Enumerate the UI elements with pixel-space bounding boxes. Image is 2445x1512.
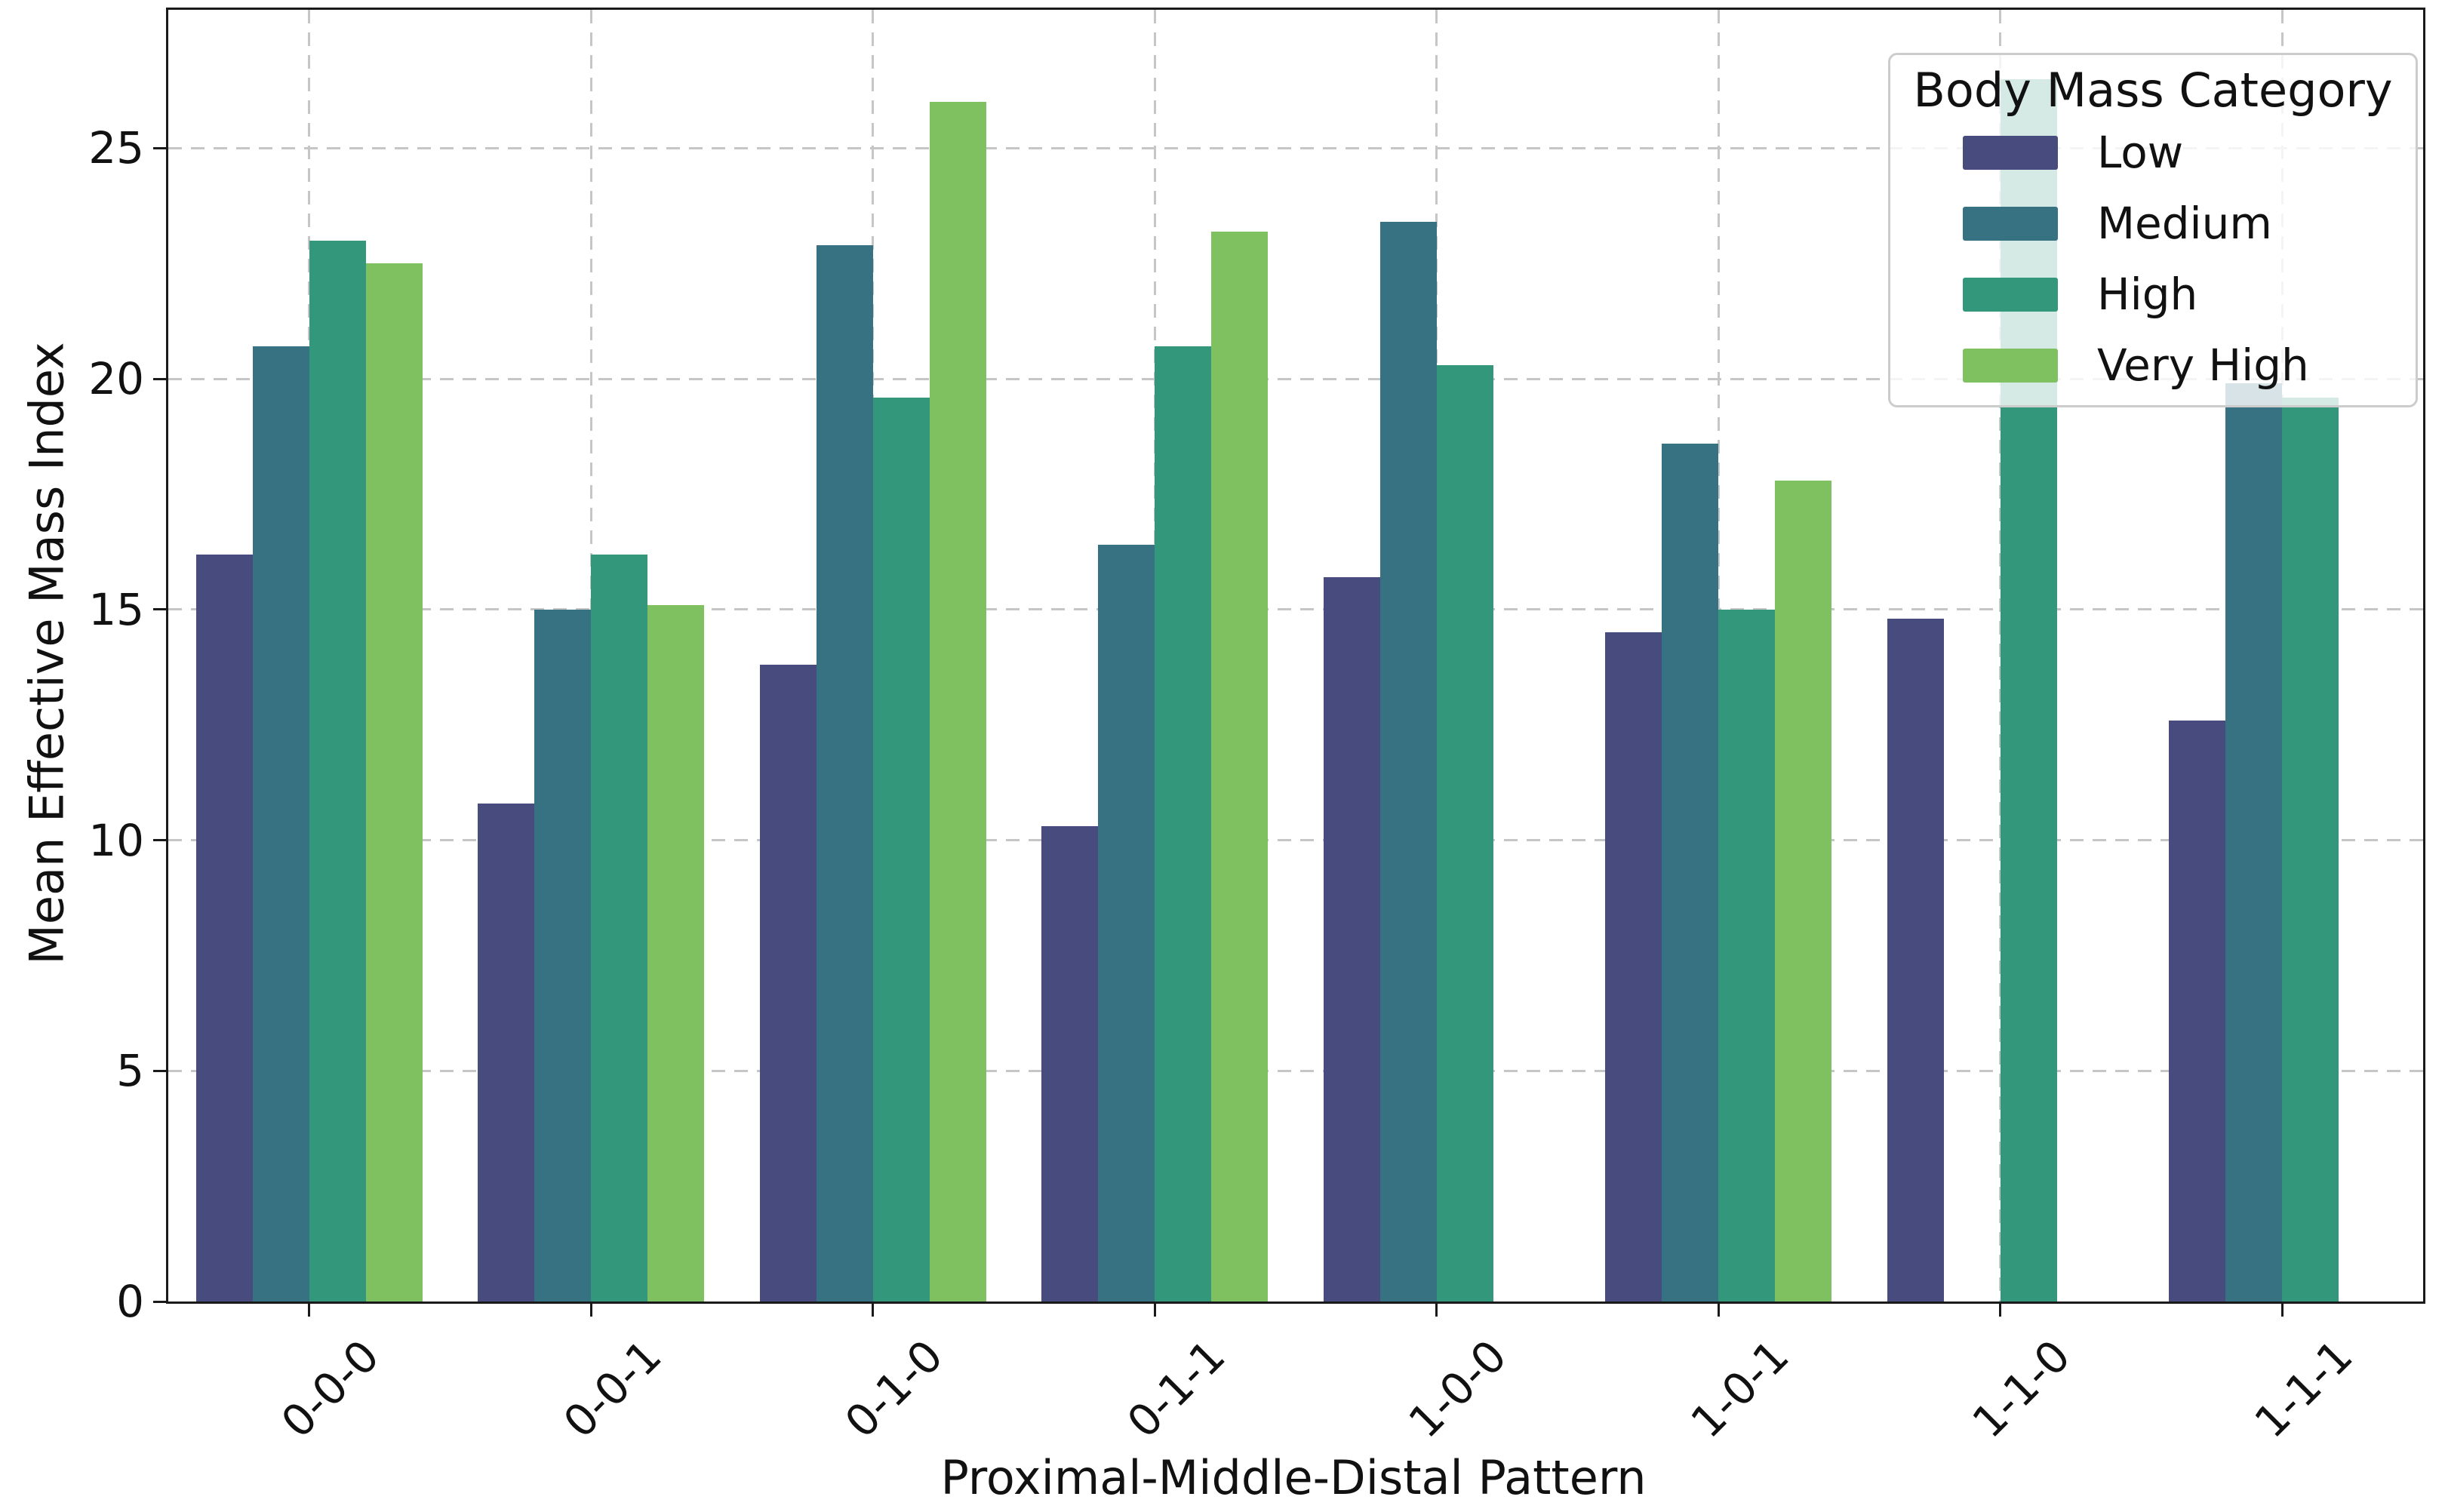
x-tick-0-0-0 <box>308 1304 311 1317</box>
y-tick-20 <box>153 377 166 380</box>
bar-0-1-1-high <box>1155 346 1212 1301</box>
legend-item-very-high: Very High <box>1890 330 2416 401</box>
x-tick-label-1-1-0: 1-1-0 <box>1962 1329 2081 1448</box>
legend-item-low: Low <box>1890 117 2416 188</box>
bar-1-1-1-high <box>2282 397 2339 1301</box>
x-tick-label-1-0-0: 1-0-0 <box>1398 1329 1517 1448</box>
legend-item-medium: Medium <box>1890 188 2416 259</box>
bar-1-0-1-very-high <box>1775 480 1832 1301</box>
bar-0-0-1-high <box>591 554 648 1301</box>
bar-0-0-0-medium <box>252 346 309 1301</box>
bar-1-1-0-low <box>1887 619 1944 1301</box>
x-tick-0-0-1 <box>589 1304 592 1317</box>
legend-label-very-high: Very High <box>2097 340 2309 391</box>
bar-1-0-0-high <box>1436 364 1493 1301</box>
x-tick-0-1-0 <box>872 1304 875 1317</box>
bar-0-0-0-very-high <box>365 263 423 1301</box>
bar-0-0-1-very-high <box>647 604 705 1301</box>
legend-item-high: High <box>1890 259 2416 330</box>
x-tick-label-0-1-0: 0-1-0 <box>835 1329 953 1448</box>
x-tick-label-1-1-1: 1-1-1 <box>2244 1329 2363 1448</box>
bar-0-1-0-very-high <box>929 102 986 1301</box>
x-tick-label-0-1-1: 0-1-1 <box>1117 1329 1235 1448</box>
y-tick-15 <box>153 608 166 611</box>
x-tick-label-1-0-1: 1-0-1 <box>1681 1329 1799 1448</box>
bar-0-0-0-high <box>309 240 366 1301</box>
bar-0-1-0-medium <box>816 244 873 1301</box>
legend-label-high: High <box>2097 269 2198 320</box>
y-tick-10 <box>153 839 166 842</box>
bar-0-0-1-medium <box>534 609 592 1301</box>
y-tick-label-25: 25 <box>88 122 144 174</box>
x-tick-label-0-0-1: 0-0-1 <box>553 1329 672 1448</box>
y-tick-25 <box>153 146 166 149</box>
gridline-y-15 <box>168 608 2423 611</box>
y-tick-label-15: 15 <box>88 583 144 635</box>
gridline-y-20 <box>168 377 2423 380</box>
bar-0-0-1-low <box>478 803 535 1301</box>
bar-0-1-1-medium <box>1098 545 1155 1301</box>
bar-1-0-0-medium <box>1379 222 1437 1301</box>
legend: Body Mass Category Low Medium High Very … <box>1888 53 2418 407</box>
bar-0-0-0-low <box>195 554 253 1301</box>
legend-swatch-high <box>1963 277 2058 312</box>
legend-title: Body Mass Category <box>1913 63 2393 118</box>
bar-0-1-1-low <box>1041 826 1099 1301</box>
x-axis-label: Proximal-Middle-Distal Pattern <box>940 1450 1647 1505</box>
bar-1-0-1-low <box>1605 632 1662 1301</box>
legend-swatch-medium <box>1963 206 2058 241</box>
legend-swatch-very-high <box>1963 348 2058 383</box>
bar-1-1-1-low <box>2169 720 2226 1301</box>
gridline-y-5 <box>168 1069 2423 1072</box>
y-tick-label-10: 10 <box>88 814 144 866</box>
x-tick-1-1-1 <box>2280 1304 2284 1317</box>
bar-0-1-0-high <box>872 397 930 1301</box>
gridline-y-10 <box>168 839 2423 842</box>
bar-1-1-1-medium <box>2225 383 2283 1301</box>
y-tick-label-0: 0 <box>116 1276 144 1327</box>
bar-1-0-0-low <box>1323 577 1380 1301</box>
x-tick-1-0-0 <box>1435 1304 1438 1317</box>
y-tick-0 <box>153 1300 166 1303</box>
bar-1-0-1-high <box>1718 609 1776 1301</box>
legend-swatch-low <box>1963 135 2058 170</box>
bar-0-1-1-very-high <box>1211 231 1269 1301</box>
y-tick-5 <box>153 1069 166 1072</box>
bar-0-1-0-low <box>759 665 817 1301</box>
y-tick-label-20: 20 <box>88 353 144 405</box>
y-axis-label: Mean Effective Mass Index <box>19 342 75 965</box>
bar-1-0-1-medium <box>1662 443 1719 1301</box>
legend-label-medium: Medium <box>2097 198 2272 249</box>
x-tick-0-1-1 <box>1153 1304 1156 1317</box>
x-tick-1-1-0 <box>1999 1304 2002 1317</box>
x-tick-label-0-0-0: 0-0-0 <box>271 1329 389 1448</box>
legend-label-low: Low <box>2097 127 2184 178</box>
gridline-y-25 <box>168 146 2423 149</box>
y-tick-label-5: 5 <box>116 1045 144 1097</box>
x-tick-1-0-1 <box>1717 1304 1720 1317</box>
